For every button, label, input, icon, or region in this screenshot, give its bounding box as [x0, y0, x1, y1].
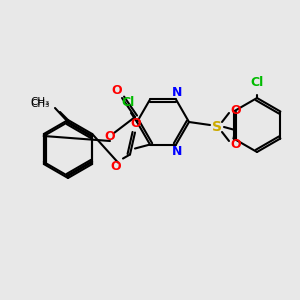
Text: O: O [231, 137, 241, 151]
Text: CH₃: CH₃ [31, 97, 50, 107]
Text: N: N [172, 86, 182, 99]
Text: N: N [172, 145, 182, 158]
Text: Cl: Cl [250, 76, 264, 88]
Text: O: O [112, 83, 122, 97]
Text: Cl: Cl [122, 95, 135, 109]
Text: O: O [131, 117, 141, 130]
Text: O: O [105, 130, 115, 143]
Text: CH₃: CH₃ [31, 99, 50, 109]
Text: S: S [212, 120, 222, 134]
Text: O: O [111, 160, 121, 173]
Text: O: O [231, 103, 241, 116]
